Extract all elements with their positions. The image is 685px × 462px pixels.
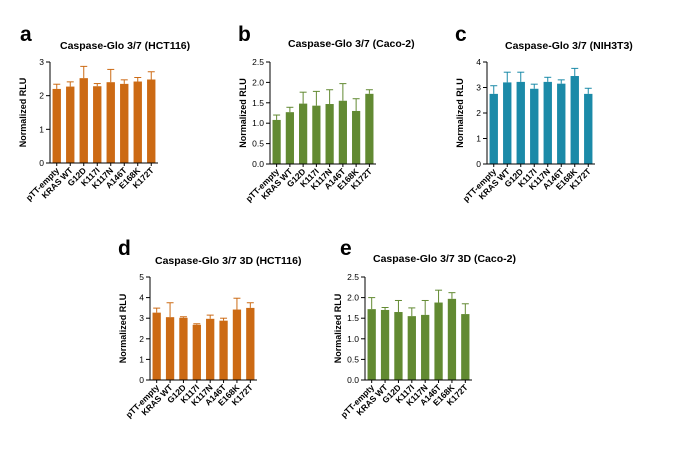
y-tick-label: 0.0 bbox=[252, 159, 264, 169]
bar-g12d bbox=[299, 103, 308, 164]
y-tick-label: 2 bbox=[39, 91, 44, 101]
bar-e168k bbox=[570, 76, 579, 164]
y-tick-label: 2 bbox=[139, 334, 144, 344]
bar-e168k bbox=[352, 110, 361, 164]
y-tick-label: 2.5 bbox=[347, 272, 359, 282]
panel-letter: c bbox=[455, 23, 467, 46]
y-tick-label: 1.5 bbox=[252, 98, 264, 108]
chart-title: Caspase-Glo 3/7 (Caco-2) bbox=[288, 38, 415, 50]
bar-kras-wt bbox=[380, 309, 390, 380]
y-tick-label: 5 bbox=[139, 272, 144, 282]
bar-k172t bbox=[461, 314, 470, 380]
bar-kras-wt bbox=[285, 112, 294, 164]
y-tick-label: 4 bbox=[139, 293, 144, 303]
y-tick-label: 1 bbox=[476, 134, 481, 144]
bar-kras-wt bbox=[503, 82, 512, 164]
bar-a146t bbox=[557, 83, 566, 164]
bar-ptt-empty bbox=[52, 88, 61, 163]
y-axis-label: Normalized RLU bbox=[118, 294, 128, 364]
chart-panel-b: b Caspase-Glo 3/7 (Caco-2)Normalized RLUp… bbox=[238, 23, 415, 204]
bar-g12d bbox=[179, 317, 188, 380]
panel-letter: d bbox=[118, 237, 131, 260]
bar-k117i bbox=[192, 324, 201, 380]
chart-panel-a: a Caspase-Glo 3/7 (HCT116)Normalized RLUp… bbox=[18, 23, 190, 203]
y-tick-label: 0.0 bbox=[347, 375, 359, 385]
y-tick-label: 2.0 bbox=[347, 293, 359, 303]
bar-ptt-empty bbox=[152, 312, 161, 380]
y-axis-label: Normalized RLU bbox=[18, 78, 28, 148]
bar-k117i bbox=[312, 105, 321, 164]
bar-ptt-empty bbox=[489, 93, 498, 165]
y-tick-label: 4 bbox=[476, 57, 481, 67]
y-tick-label: 1 bbox=[39, 124, 44, 134]
y-tick-label: 0 bbox=[39, 158, 44, 168]
bar-a146t bbox=[338, 100, 347, 164]
chart-title: Caspase-Glo 3/7 3D (Caco-2) bbox=[373, 253, 516, 265]
bar-k117n bbox=[106, 82, 115, 163]
y-tick-label: 2.5 bbox=[252, 57, 264, 67]
bar-ptt-empty bbox=[367, 309, 376, 380]
bar-g12d bbox=[79, 78, 88, 163]
bar-k117i bbox=[530, 88, 539, 164]
y-tick-label: 0.5 bbox=[347, 354, 359, 364]
bar-a146t bbox=[434, 302, 443, 380]
bar-k172t bbox=[147, 79, 156, 163]
chart-panel-e: e Caspase-Glo 3/7 3D (Caco-2) Normalized R… bbox=[333, 237, 516, 420]
bar-a146t bbox=[120, 83, 129, 163]
bar-k117i bbox=[407, 316, 416, 380]
bar-k117n bbox=[325, 104, 334, 164]
y-tick-label: 0 bbox=[476, 159, 481, 169]
bar-kras-wt bbox=[66, 86, 75, 163]
y-tick-label: 3 bbox=[476, 83, 481, 93]
y-tick-label: 1.5 bbox=[347, 313, 359, 323]
y-tick-label: 1 bbox=[139, 354, 144, 364]
y-tick-label: 3 bbox=[139, 313, 144, 323]
bar-g12d bbox=[516, 81, 525, 164]
y-tick-label: 2 bbox=[476, 108, 481, 118]
bar-k172t bbox=[584, 93, 593, 165]
bar-e168k bbox=[133, 81, 142, 163]
bar-k117i bbox=[93, 86, 102, 163]
panel-letter: b bbox=[238, 23, 251, 46]
bar-k172t bbox=[365, 93, 374, 164]
y-tick-label: 1.0 bbox=[347, 334, 359, 344]
y-tick-label: 3 bbox=[39, 57, 44, 67]
bar-k172t bbox=[246, 307, 255, 380]
panel-letter: a bbox=[20, 23, 32, 46]
bar-ptt-empty bbox=[272, 119, 281, 164]
bar-g12d bbox=[394, 312, 403, 380]
y-axis-label: Normalized RLU bbox=[455, 78, 465, 148]
y-axis-label: Normalized RLU bbox=[238, 78, 248, 148]
chart-panel-d: d Caspase-Glo 3/7 3D (HCT116) Normalized R… bbox=[118, 237, 301, 420]
bar-e168k bbox=[447, 298, 457, 380]
chart-title: Caspase-Glo 3/7 (NIH3T3) bbox=[505, 40, 633, 52]
bar-k117n bbox=[206, 318, 215, 380]
bar-k117n bbox=[543, 81, 552, 164]
chart-panel-c: c Caspase-Glo 3/7 (NIH3T3)Normalized RLUp… bbox=[455, 23, 633, 204]
y-axis-label: Normalized RLU bbox=[333, 294, 343, 364]
bar-e168k bbox=[232, 309, 242, 380]
panel-letter: e bbox=[340, 237, 352, 260]
y-tick-label: 1.0 bbox=[252, 118, 264, 128]
y-tick-label: 2.0 bbox=[252, 77, 264, 87]
bar-a146t bbox=[219, 320, 228, 380]
bar-kras-wt bbox=[165, 317, 175, 380]
bar-k117n bbox=[421, 314, 430, 380]
chart-title: Caspase-Glo 3/7 3D (HCT116) bbox=[155, 255, 301, 267]
y-tick-label: 0 bbox=[139, 375, 144, 385]
y-tick-label: 0.5 bbox=[252, 139, 264, 149]
chart-title: Caspase-Glo 3/7 (HCT116) bbox=[60, 40, 190, 52]
